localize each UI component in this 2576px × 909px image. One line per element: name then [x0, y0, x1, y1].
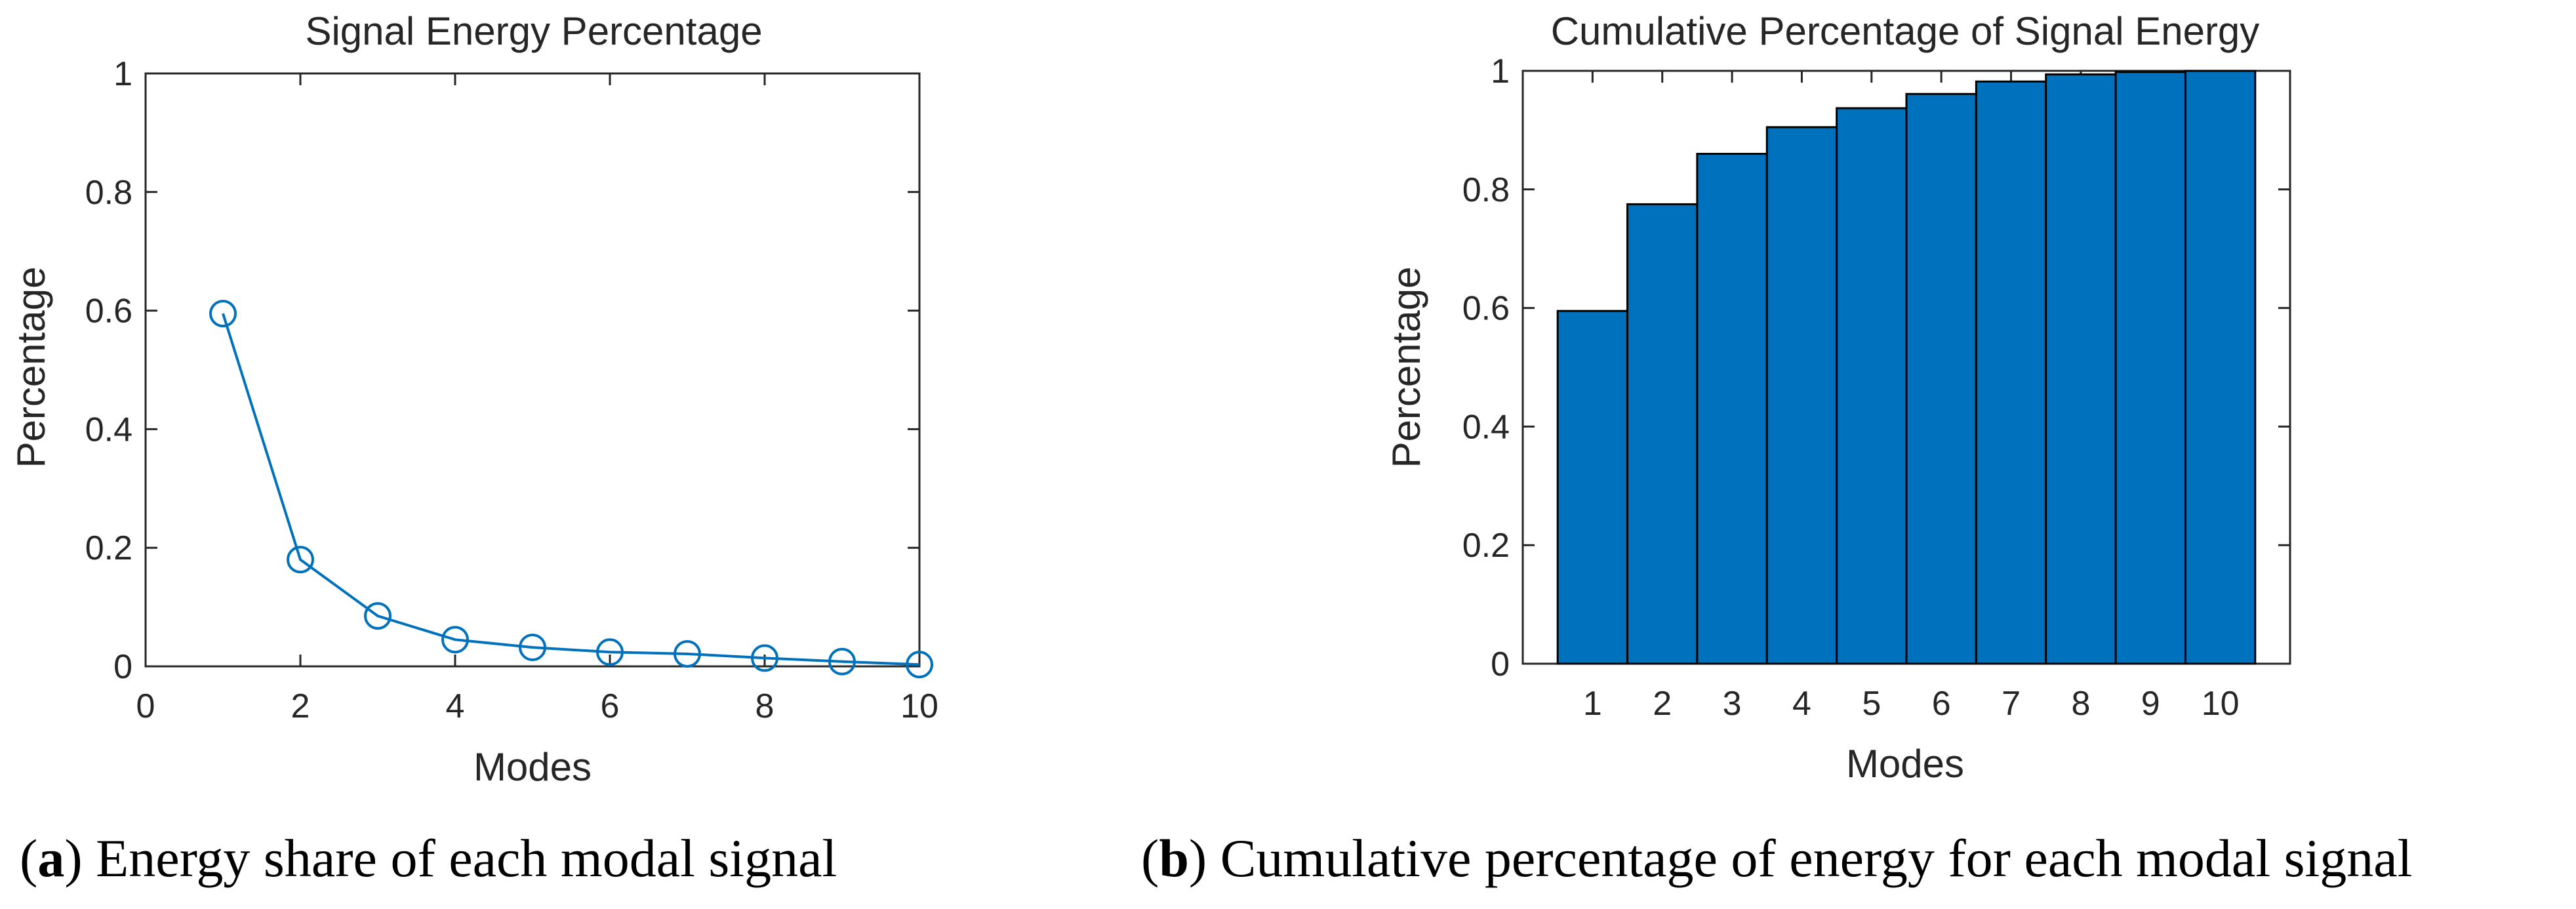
chart-b-ytick-label: 1 [1491, 52, 1510, 91]
chart-a-data-point [674, 640, 701, 668]
chart-b-title: Cumulative Percentage of Signal Energy [1551, 9, 2260, 53]
chart-a-data-point [596, 638, 624, 666]
chart-b-bar [1696, 153, 1768, 665]
chart-a-ytick-label: 0.2 [85, 529, 132, 567]
chart-b-xtick-label: 7 [2002, 685, 2021, 723]
chart-b-bar [1836, 107, 1908, 665]
chart-a-xtick-label: 4 [446, 687, 465, 725]
chart-a-caption-letter: a [37, 828, 64, 888]
chart-b-xtick-label: 4 [1792, 685, 1811, 723]
chart-a-ytick-label: 0.4 [85, 411, 132, 449]
chart-a-xtick-label: 10 [900, 687, 938, 725]
chart-b-ytick-label: 0.2 [1462, 527, 1510, 565]
chart-a-energy-share: Signal Energy Percentage 00.20.40.60.810… [9, 9, 938, 888]
chart-b-bar [1975, 80, 2047, 665]
chart-a-data-point [906, 651, 933, 679]
chart-a-series-line [222, 313, 920, 666]
chart-b-bar [1626, 203, 1699, 665]
chart-a-axes-box [144, 72, 921, 668]
chart-a-xtick-label: 2 [291, 687, 310, 725]
chart-a-xtick-label: 0 [136, 687, 155, 725]
chart-b-ytick-label: 0.6 [1462, 290, 1510, 328]
chart-a-data-point [751, 644, 778, 672]
chart-a-data-point [828, 647, 856, 676]
chart-b-bar [2184, 70, 2257, 665]
chart-a-plot-area: 00.20.40.60.810 2 4 6 8 10 [85, 55, 938, 725]
chart-b-plot-area: 0 0.2 0.4 0.6 0.8 1 1 2 3 4 5 6 7 8 9 10 [1462, 52, 2291, 723]
chart-b-ytick-label: 0.8 [1462, 171, 1510, 209]
chart-a-data-point [209, 300, 237, 328]
chart-b-xtick-label: 6 [1932, 685, 1951, 723]
chart-b-bar [1556, 310, 1629, 665]
chart-b-caption-letter: b [1159, 828, 1189, 888]
chart-b-xtick-label: 5 [1862, 685, 1881, 723]
chart-a-xtick-label: 6 [601, 687, 620, 725]
chart-a-xlabel: Modes [473, 745, 592, 789]
chart-b-ylabel: Percentage [1384, 267, 1428, 468]
chart-b-bar [1905, 92, 1977, 665]
chart-b-bar [2114, 71, 2186, 665]
chart-b-xtick-label: 1 [1583, 685, 1602, 723]
chart-b-ytick-label: 0.4 [1462, 408, 1510, 446]
chart-a-title: Signal Energy Percentage [305, 9, 762, 53]
chart-b-xtick-label: 8 [2071, 685, 2090, 723]
chart-a-data-point [364, 602, 392, 630]
chart-b-xtick-label: 10 [2202, 685, 2240, 723]
chart-a-ytick-label: 1 [113, 55, 132, 93]
chart-a-ytick-label: 0.8 [85, 174, 132, 212]
chart-b-caption: (b) Cumulative percentage of energy for … [1141, 828, 2412, 888]
chart-a-data-point [441, 626, 469, 654]
chart-b-caption-text: Cumulative percentage of energy for each… [1220, 828, 2413, 888]
chart-a-ytick-label: 0.6 [85, 293, 132, 331]
chart-b-xlabel: Modes [1846, 742, 1964, 786]
chart-a-ytick-label: 0 [113, 648, 132, 686]
chart-b-bar [1765, 126, 1838, 665]
chart-b-xtick-label: 3 [1723, 685, 1742, 723]
chart-a-caption: (a) Energy share of each modal signal [20, 828, 837, 888]
chart-a-data-point [287, 546, 314, 574]
chart-b-ytick-label: 0 [1491, 645, 1510, 683]
chart-b-xtick-label: 2 [1653, 685, 1672, 723]
chart-a-xtick-label: 8 [755, 687, 775, 725]
chart-b-xtick-label: 9 [2141, 685, 2160, 723]
chart-b-bar [2045, 73, 2117, 665]
chart-a-data-point [519, 634, 546, 662]
chart-b-cumulative-energy: Cumulative Percentage of Signal Energy 0… [1141, 9, 2412, 888]
chart-a-ylabel: Percentage [9, 267, 53, 468]
chart-a-caption-text: Energy share of each modal signal [96, 828, 837, 888]
